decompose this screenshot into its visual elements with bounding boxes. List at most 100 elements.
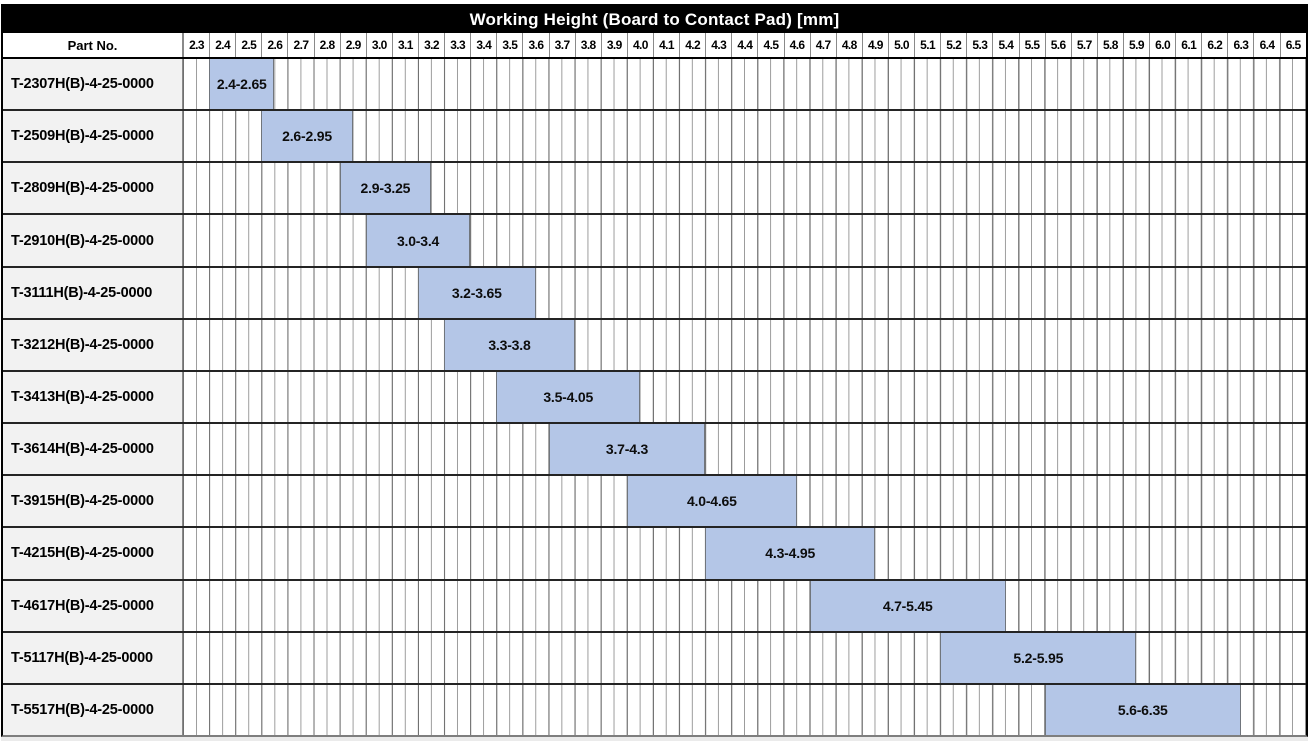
axis-tick-label: 3.1 (391, 33, 418, 57)
axis-tick-label: 3.0 (365, 33, 392, 57)
part-number-cell: T-3915H(B)-4-25-0000 (3, 476, 183, 527)
row-grid: 2.6-2.95 (183, 111, 1306, 162)
row-grid: 2.4-2.65 (183, 59, 1306, 110)
axis-tick-label: 4.4 (731, 33, 757, 57)
axis-tick-label: 5.2 (940, 33, 966, 57)
part-number-cell: T-3413H(B)-4-25-0000 (3, 371, 183, 423)
row-grid: 3.3-3.8 (183, 319, 1306, 370)
row-grid: 4.7-5.45 (183, 580, 1306, 631)
range-bar: 3.7-4.3 (548, 424, 706, 475)
axis-tick-label: 5.3 (966, 33, 992, 57)
chart-title: Working Height (Board to Contact Pad) [m… (3, 6, 1306, 33)
axis-tick-label: 3.6 (522, 33, 548, 57)
axis-tick-label: 5.0 (887, 33, 914, 57)
sheet-bottom-edge (1, 737, 1308, 741)
part-number-cell: T-2809H(B)-4-25-0000 (3, 163, 183, 214)
axis-tick-label: 5.4 (992, 33, 1018, 57)
table-row: T-3212H(B)-4-25-0000 3.3-3.8 (3, 319, 1306, 372)
range-bar: 4.0-4.65 (626, 476, 797, 527)
part-no-column-header: Part No. (3, 33, 183, 57)
axis-tick-label: 3.7 (548, 33, 575, 57)
range-bar: 2.4-2.65 (209, 59, 275, 110)
range-bar: 3.3-3.8 (444, 319, 575, 370)
axis-tick-label: 4.9 (861, 33, 888, 57)
axis-tick-label: 6.2 (1201, 33, 1227, 57)
part-number-cell: T-3212H(B)-4-25-0000 (3, 319, 183, 370)
table-row: T-2307H(B)-4-25-0000 2.4-2.65 (3, 59, 1306, 112)
table-row: T-5117H(B)-4-25-0000 5.2-5.95 (3, 632, 1306, 685)
part-number-cell: T-2509H(B)-4-25-0000 (3, 111, 183, 162)
row-grid: 5.6-6.35 (183, 684, 1306, 736)
part-number-cell: T-5517H(B)-4-25-0000 (3, 684, 183, 736)
axis-tick-label: 2.3 (183, 33, 209, 57)
axis-tick-label: 3.4 (470, 33, 496, 57)
axis-tick-label: 4.8 (835, 33, 862, 57)
row-grid: 3.2-3.65 (183, 267, 1306, 318)
axis-header-row: Part No. 2.3 2.4 2.5 2.6 2.7 2.8 2.9 3.0 3.1 3.2 3… (3, 33, 1306, 59)
axis-tick-label: 5.1 (914, 33, 940, 57)
axis-tick-label: 4.0 (626, 33, 653, 57)
axis-tick-label: 5.7 (1070, 33, 1097, 57)
part-number-cell: T-3614H(B)-4-25-0000 (3, 424, 183, 475)
table-row: T-4617H(B)-4-25-0000 4.7-5.45 (3, 580, 1306, 633)
axis-tick-label: 4.7 (809, 33, 836, 57)
axis-tick-label: 2.9 (339, 33, 366, 57)
table-row: T-2809H(B)-4-25-0000 2.9-3.25 (3, 163, 1306, 216)
range-bar: 3.5-4.05 (496, 371, 641, 423)
range-bar: 5.6-6.35 (1044, 684, 1241, 736)
working-height-chart: Working Height (Board to Contact Pad) [m… (1, 4, 1308, 737)
row-grid: 4.0-4.65 (183, 476, 1306, 527)
part-number-cell: T-2910H(B)-4-25-0000 (3, 215, 183, 266)
table-row: T-2509H(B)-4-25-0000 2.6-2.95 (3, 111, 1306, 164)
axis-tick-label: 2.8 (313, 33, 340, 57)
row-grid: 3.5-4.05 (183, 371, 1306, 423)
axis-tick-label: 2.6 (261, 33, 287, 57)
axis-tick-label: 3.3 (444, 33, 470, 57)
axis-tick-label: 5.6 (1044, 33, 1071, 57)
axis-tick-label: 3.5 (496, 33, 522, 57)
axis-tick-label: 5.9 (1122, 33, 1149, 57)
table-row: T-2910H(B)-4-25-0000 3.0-3.4 (3, 215, 1306, 268)
part-number-cell: T-4215H(B)-4-25-0000 (3, 528, 183, 579)
axis-tick-label: 3.2 (417, 33, 444, 57)
part-number-cell: T-5117H(B)-4-25-0000 (3, 632, 183, 683)
axis-tick-label: 4.1 (652, 33, 679, 57)
part-number-cell: T-2307H(B)-4-25-0000 (3, 59, 183, 110)
x-axis-ticks: 2.3 2.4 2.5 2.6 2.7 2.8 2.9 3.0 3.1 3.2 3.3 3.4 3.5 3… (183, 33, 1306, 57)
row-grid: 2.9-3.25 (183, 163, 1306, 214)
axis-tick-label: 6.0 (1149, 33, 1175, 57)
table-row: T-4215H(B)-4-25-0000 4.3-4.95 (3, 528, 1306, 581)
range-bar: 4.7-5.45 (809, 580, 1006, 631)
axis-tick-label: 2.5 (235, 33, 261, 57)
axis-tick-label: 6.4 (1253, 33, 1279, 57)
row-grid: 4.3-4.95 (183, 528, 1306, 579)
range-bar: 3.0-3.4 (365, 215, 471, 266)
table-row: T-3915H(B)-4-25-0000 4.0-4.65 (3, 476, 1306, 529)
chart-rows: T-2307H(B)-4-25-0000 2.4-2.65 T-2509H(B)… (3, 59, 1306, 736)
range-bar: 5.2-5.95 (940, 632, 1137, 683)
axis-tick-label: 5.5 (1018, 33, 1045, 57)
range-bar: 2.9-3.25 (339, 163, 432, 214)
table-row: T-3413H(B)-4-25-0000 3.5-4.05 (3, 371, 1306, 425)
part-number-cell: T-4617H(B)-4-25-0000 (3, 580, 183, 631)
row-grid: 5.2-5.95 (183, 632, 1306, 683)
range-bar: 4.3-4.95 (705, 528, 876, 579)
axis-tick-label: 5.8 (1096, 33, 1123, 57)
range-bar: 2.6-2.95 (261, 111, 353, 162)
axis-tick-label: 4.2 (679, 33, 705, 57)
part-number-cell: T-3111H(B)-4-25-0000 (3, 267, 183, 318)
axis-tick-label: 4.3 (705, 33, 731, 57)
table-row: T-3614H(B)-4-25-0000 3.7-4.3 (3, 424, 1306, 477)
axis-tick-label: 2.7 (287, 33, 313, 57)
axis-tick-label: 6.5 (1279, 33, 1306, 57)
axis-tick-label: 3.8 (574, 33, 601, 57)
range-bar: 3.2-3.65 (418, 267, 536, 318)
table-row: T-5517H(B)-4-25-0000 5.6-6.35 (3, 684, 1306, 736)
axis-tick-label: 6.1 (1175, 33, 1201, 57)
axis-tick-label: 6.3 (1227, 33, 1253, 57)
axis-tick-label: 4.5 (757, 33, 783, 57)
axis-tick-label: 3.9 (600, 33, 627, 57)
row-grid: 3.0-3.4 (183, 215, 1306, 266)
row-grid: 3.7-4.3 (183, 424, 1306, 475)
axis-tick-label: 2.4 (209, 33, 235, 57)
